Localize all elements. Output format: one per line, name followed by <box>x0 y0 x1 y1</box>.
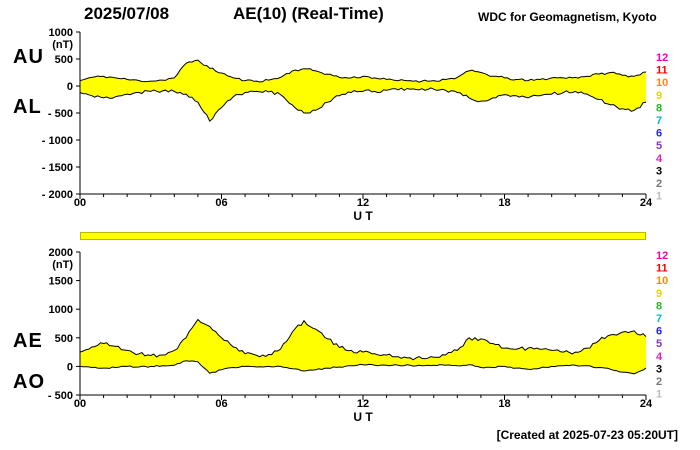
al-axis-label: AL <box>13 96 42 118</box>
station-status-bar <box>80 232 646 240</box>
filled-band <box>80 319 646 374</box>
x-axis-title: U T <box>353 209 373 223</box>
al-trace <box>79 87 647 122</box>
ao-trace <box>79 360 647 375</box>
ao-axis-label: AO <box>13 371 45 393</box>
y-tick-label: 1000 <box>49 27 73 39</box>
y-tick-label: 1500 <box>49 276 73 288</box>
x-tick-label: 12 <box>357 197 369 209</box>
y-tick-label: 500 <box>55 333 73 345</box>
station-count-label: 2 <box>656 376 662 388</box>
y-tick-label: 0 <box>67 361 73 373</box>
plot-date: 2025/07/08 <box>84 4 170 23</box>
station-count-label: 8 <box>656 102 662 114</box>
x-tick-label: 12 <box>357 398 369 410</box>
station-count-label: 10 <box>656 77 668 89</box>
station-count-label: 3 <box>656 165 662 177</box>
station-count-label: 9 <box>656 288 662 300</box>
au-axis-label: AU <box>13 46 44 68</box>
y-tick-label: - 1000 <box>42 135 73 147</box>
station-count-label: 11 <box>656 263 668 275</box>
y-tick-label: 1000 <box>49 304 73 316</box>
y-tick-label: 500 <box>55 54 73 66</box>
station-count-label: 12 <box>656 52 668 64</box>
y-tick-label: - 1500 <box>42 162 73 174</box>
y-tick-label: - 500 <box>48 390 73 402</box>
station-count-label: 4 <box>656 351 663 363</box>
station-count-label: 7 <box>656 313 662 325</box>
data-source-label: WDC for Geomagnetism, Kyoto <box>478 10 657 24</box>
y-tick-label: - 2000 <box>42 189 73 201</box>
y-tick-label: - 500 <box>48 108 73 120</box>
station-count-label: 11 <box>656 65 668 77</box>
ae-trace <box>79 318 647 361</box>
filled-band <box>80 60 646 122</box>
station-count-label: 7 <box>656 115 662 127</box>
station-count-label: 1 <box>656 389 662 401</box>
au-trace <box>79 59 647 83</box>
station-count-label: 6 <box>656 326 662 338</box>
x-tick-label: 00 <box>74 398 86 410</box>
station-count-label: 6 <box>656 128 662 140</box>
station-count-label: 4 <box>656 153 663 165</box>
x-tick-label: 18 <box>498 398 510 410</box>
station-count-label: 1 <box>656 191 662 203</box>
station-count-label: 9 <box>656 90 662 102</box>
x-tick-label: 06 <box>215 197 227 209</box>
station-count-label: 12 <box>656 250 668 262</box>
station-count-label: 3 <box>656 363 662 375</box>
x-tick-label: 00 <box>74 197 86 209</box>
station-count-label: 10 <box>656 275 668 287</box>
page-title: AE(10) (Real-Time) <box>233 4 384 23</box>
created-timestamp: [Created at 2025-07-23 05:20UT] <box>496 428 678 442</box>
x-axis-title: U T <box>353 410 373 424</box>
x-tick-label: 06 <box>215 398 227 410</box>
au-al-chart: 1000 500 0 - 500 - 1000 - 1500 - 2000 (nT) 00 06 1… <box>42 27 668 223</box>
ae-axis-label: AE <box>13 330 43 352</box>
station-count-label: 5 <box>656 338 662 350</box>
x-tick-label: 24 <box>640 398 653 410</box>
x-tick-label: 24 <box>640 197 653 209</box>
y-unit-label: (nT) <box>52 39 73 51</box>
y-tick-label: 2000 <box>49 247 73 259</box>
y-unit-label: (nT) <box>52 259 73 271</box>
station-count-label: 8 <box>656 300 662 312</box>
x-tick-label: 18 <box>498 197 510 209</box>
y-tick-label: 0 <box>67 81 73 93</box>
station-count-label: 2 <box>656 178 662 190</box>
station-count-label: 5 <box>656 140 662 152</box>
